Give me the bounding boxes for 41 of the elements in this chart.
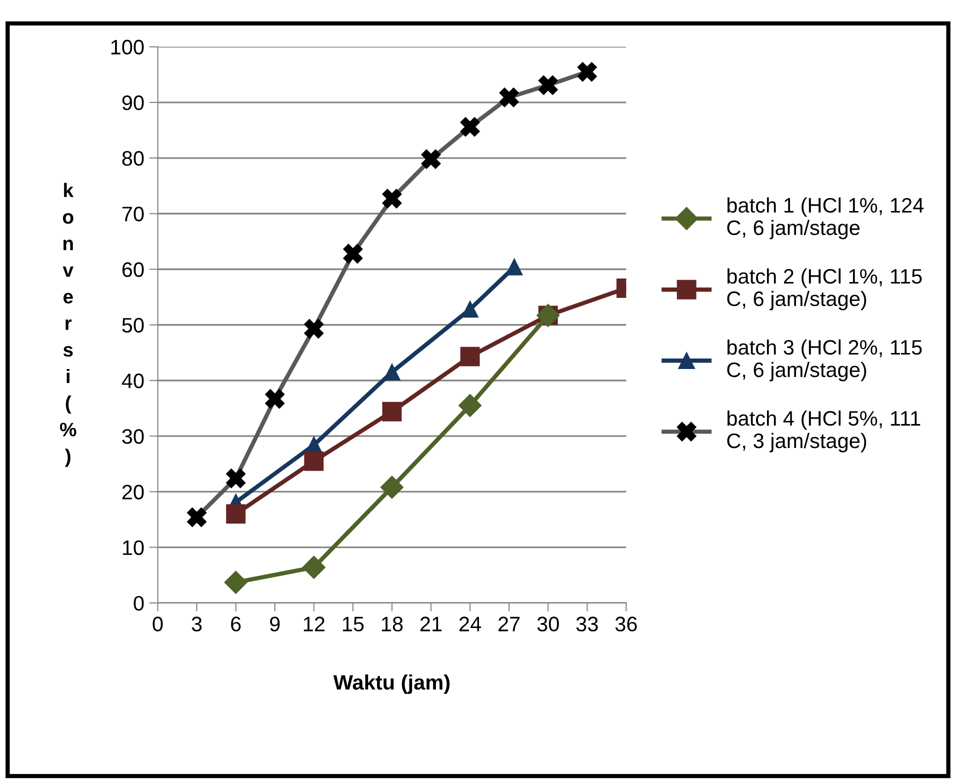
point [506,258,523,276]
x-tick-label: 33 [576,616,598,632]
x-tick-label: 24 [459,616,482,632]
x-tick-label: 36 [615,616,637,632]
point [226,504,246,524]
point [380,476,404,499]
point [458,394,482,418]
y-tick-label: 20 [122,484,144,500]
y-tick-label: 0 [134,596,144,611]
x-tick-label: 21 [420,616,442,632]
x-tick-label: 15 [342,616,364,632]
y-tick-label: 70 [122,206,144,222]
text: konversi (%) [60,182,76,467]
y-tick-label: 50 [122,318,144,333]
y-tick-label: 90 [122,95,144,110]
x-tick-label: 27 [498,616,520,632]
legend-label: batch 1 (HCl 1%, 124 C, 6 jam/stage [727,197,924,240]
point [382,402,402,422]
point [384,364,400,380]
x-tick-label: 18 [382,616,403,632]
x-tick-label: 12 [304,616,324,632]
y-tick-label: 40 [122,373,144,388]
y-tick-label: 60 [122,262,144,278]
legend-label: batch 4 (HCl 5%, 111 C, 3 jam/stage) [727,410,920,452]
legend-label: batch 3 (HCl 2%, 115 C, 6 jam/stage) [727,339,922,382]
y-tick-label: 10 [122,540,144,556]
x-tick-label: 0 [152,616,163,632]
point [460,346,480,366]
y-tick-label: 30 [122,429,144,444]
point [224,570,248,594]
y-tick-label: 80 [122,151,144,166]
legend-label: batch 2 (HCl 1%, 115 C, 6 jam/stage) [727,268,922,310]
x-tick-label: 6 [231,616,241,632]
x-tick-label: 30 [537,616,559,632]
point [304,451,324,471]
x-tick-label: 9 [270,616,280,632]
x-tick-label: 3 [192,616,202,632]
point [462,300,478,318]
y-tick-label: 100 [111,40,144,55]
point [302,556,326,579]
x-axis-title: Waktu (jam) [333,674,450,694]
